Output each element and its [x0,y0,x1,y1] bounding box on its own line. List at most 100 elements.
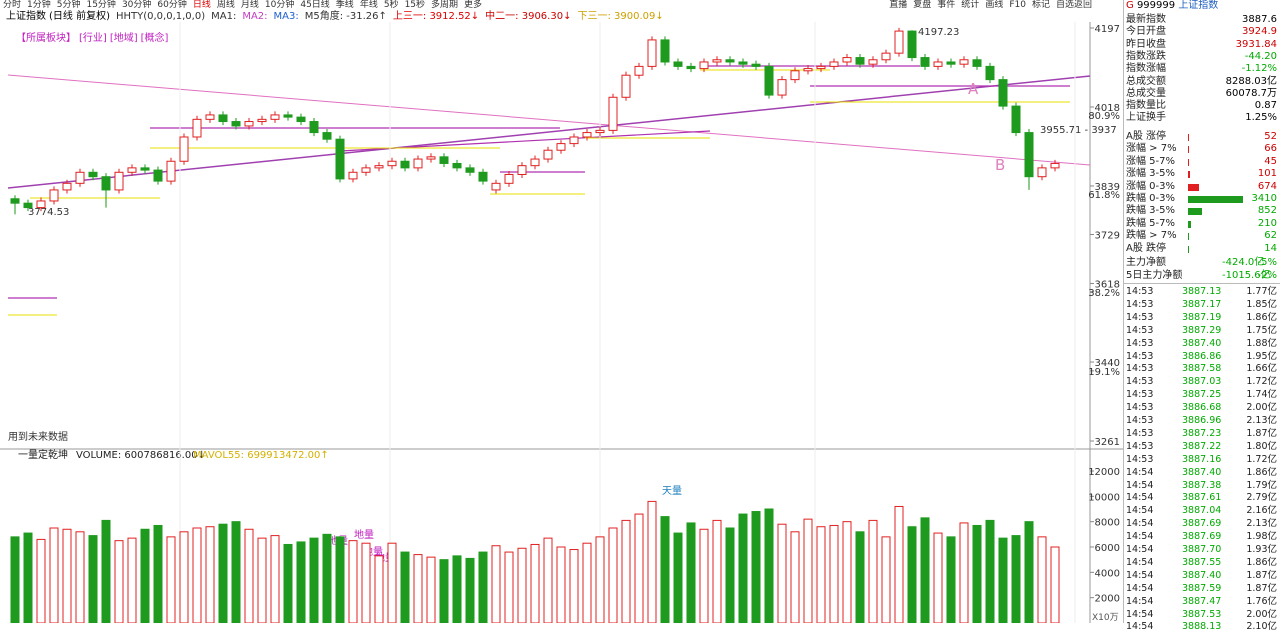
volume-bar [361,542,371,623]
volume-bar [36,538,46,623]
tool-tab[interactable]: 自选返回 [1055,0,1092,10]
breadth-bar [1188,171,1190,179]
trade-row: 14:54 3887.40 1.87亿 [1126,570,1279,582]
y-tick-label: 4018 [1095,103,1120,114]
stat-label: 最新指数 [1126,14,1166,25]
trade-amount: 1.85亿 [1246,298,1277,310]
candle-body [283,114,293,118]
tool-tab[interactable]: 画线 [985,0,1004,10]
tool-tab[interactable]: 直播 [889,0,908,10]
breadth-value: 852 [1257,205,1277,217]
breadth-label: 跌幅 0-3% [1126,193,1176,204]
period-tab[interactable]: 季线 [335,0,354,10]
candle-body [803,68,813,72]
sector-link[interactable]: [概念] [141,31,169,44]
period-tab[interactable]: 分时 [3,0,22,10]
flow-row: 5日主力净额 -1015.6亿 -2% [1126,270,1279,282]
trade-time: 14:53 [1126,389,1154,401]
trend-line [7,75,1091,189]
indicator: MA1: [211,11,237,22]
trade-time: 14:54 [1126,621,1154,633]
breadth-label: 跌幅 3-5% [1126,205,1176,217]
trade-row: 14:54 3887.61 2.79亿 [1126,492,1279,504]
volume-title: 一量定乾坤 [18,448,68,461]
trade-row: 14:54 3887.69 1.98亿 [1126,531,1279,543]
candle-body [569,136,579,145]
flow-label: 主力净额 [1126,257,1166,268]
volume-bar [660,516,670,623]
range-annotation: 3955.71 - 3937 [1040,125,1117,136]
breadth-label: 跌幅 5-7% [1126,217,1176,229]
y-tick-label: 3618 [1095,279,1120,290]
trade-price: 3886.86 [1182,350,1222,362]
volume-bar [348,540,358,623]
period-tab[interactable]: 多周期 [431,0,459,10]
trade-time: 14:54 [1126,556,1154,568]
tool-tab[interactable]: 复盘 [913,0,932,10]
period-tab[interactable]: 45日线 [300,0,330,10]
breadth-bar [1188,196,1243,203]
period-tab[interactable]: 年线 [359,0,378,10]
trade-row: 14:53 3887.23 1.87亿 [1126,428,1279,440]
stat-label: 指数量比 [1126,100,1166,112]
breadth-label: 涨幅 0-3% [1126,180,1176,192]
period-tab[interactable]: 5分钟 [56,0,81,10]
trade-row: 14:54 3887.59 1.87亿 [1126,583,1279,595]
candle-body [907,30,917,59]
candle-body [985,65,995,81]
period-tab[interactable]: 日线 [192,0,211,10]
volume-bar [829,524,839,623]
volume-bar [231,521,241,623]
period-tab[interactable]: 15秒 [404,0,426,10]
sector-link[interactable]: 【所属板块】 [16,31,76,44]
period-tab[interactable]: 周线 [216,0,235,10]
period-tab[interactable]: 更多 [464,0,483,10]
breadth-value: 101 [1257,168,1277,180]
breadth-label: 涨幅 > 7% [1126,143,1177,155]
y-tick-label: 12000 [1088,467,1120,478]
period-tab[interactable]: 月线 [240,0,259,10]
period-tab[interactable]: 60分钟 [157,0,187,10]
trade-time: 14:54 [1126,479,1154,491]
candle-body [842,57,852,63]
volume-bar [322,533,332,623]
candle-body [699,61,709,70]
volume-bar [738,513,748,623]
tool-tab[interactable]: F10 [1009,0,1026,10]
trade-time: 14:53 [1126,350,1154,362]
period-tab[interactable]: 1分钟 [27,0,51,10]
tool-tab[interactable]: 标记 [1031,0,1050,10]
sector-link[interactable]: [行业] [79,31,107,44]
candle-body [400,160,410,169]
period-tab[interactable]: 15分钟 [86,0,116,10]
sector-link[interactable]: [地域] [110,31,138,44]
volume-bar [504,551,514,623]
volume-bar [972,524,982,623]
tool-tab[interactable]: 事件 [937,0,956,10]
trade-price: 3887.70 [1182,544,1222,555]
stat-row: 上证换手 1.25% [1126,112,1279,124]
tool-tab[interactable]: 统计 [961,0,980,10]
candle-body [1050,162,1060,169]
trade-row: 14:53 3887.19 1.86亿 [1126,312,1279,324]
candle-body [478,171,488,182]
candle-body [127,167,137,173]
period-tab[interactable]: 30分钟 [121,0,152,10]
stat-row: 昨日收盘 3931.84 [1126,39,1279,51]
candle-body [361,167,371,173]
trade-time: 14:53 [1126,311,1154,323]
volume-bar [647,500,657,623]
stat-value: 60078.7万 [1225,87,1277,99]
volume-bar [244,528,254,623]
volume-bar [608,527,618,623]
period-tab[interactable]: 10分钟 [264,0,295,10]
breadth-bar [1188,220,1192,228]
candle-body [413,158,423,169]
indicator: 上三一: 3912.52↓ [392,11,480,22]
trade-row: 14:53 3887.13 1.77亿 [1126,286,1279,298]
volume-bar [205,526,215,623]
volume-bar [803,518,813,623]
trade-amount: 1.95亿 [1246,350,1277,362]
period-tab[interactable]: 5秒 [383,0,399,10]
volume-bar [569,549,579,623]
